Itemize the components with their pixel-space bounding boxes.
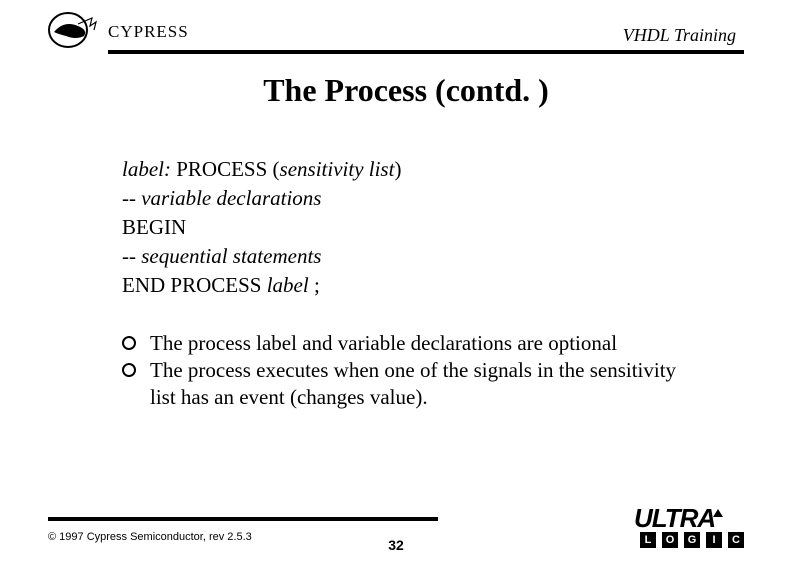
logic-letter: I [706, 532, 722, 548]
code-line-3: BEGIN [122, 213, 744, 242]
course-title: VHDL Training [623, 25, 736, 48]
bullet-icon [122, 363, 136, 377]
footer: © 1997 Cypress Semiconductor, rev 2.5.3 … [48, 517, 744, 548]
ultra-logo: ULTRA L O G I C [634, 507, 744, 548]
code-block: label: PROCESS (sensitivity list) -- var… [122, 155, 744, 300]
bullet-text: The process label and variable declarati… [150, 330, 704, 357]
ultra-word-text: ULTRA [634, 507, 715, 530]
code-sensitivity-italic: sensitivity list [280, 157, 395, 181]
code-text: ) [394, 157, 401, 181]
header: CYPRESS VHDL Training [48, 12, 744, 48]
code-text: PROCESS ( [171, 157, 280, 181]
cypress-brand-text: CYPRESS [108, 22, 189, 42]
code-line-1: label: PROCESS (sensitivity list) [122, 155, 744, 184]
bullet-text: The process executes when one of the sig… [150, 357, 704, 411]
logic-letter: C [728, 532, 744, 548]
slide-title: The Process (contd. ) [68, 72, 744, 109]
code-text: ; [309, 273, 320, 297]
logic-letter: L [640, 532, 656, 548]
logic-letter: G [684, 532, 700, 548]
footer-divider [48, 517, 438, 521]
ultra-text: ULTRA [634, 503, 715, 533]
cypress-logo: CYPRESS [48, 12, 189, 48]
copyright-text: © 1997 Cypress Semiconductor, rev 2.5.3 [48, 531, 252, 543]
triangle-icon [713, 509, 723, 517]
bullet-list: The process label and variable declarati… [122, 330, 704, 411]
cypress-mark-icon [48, 12, 106, 48]
code-label-italic: label: [122, 157, 171, 181]
logic-letters-row: L O G I C [640, 532, 744, 548]
list-item: The process label and variable declarati… [122, 330, 704, 357]
bullet-icon [122, 336, 136, 350]
code-line-5: END PROCESS label ; [122, 271, 744, 300]
code-line-2: -- variable declarations [122, 184, 744, 213]
header-divider [108, 50, 744, 54]
list-item: The process executes when one of the sig… [122, 357, 704, 411]
code-line-4: -- sequential statements [122, 242, 744, 271]
page-number: 32 [388, 537, 404, 553]
code-text: END PROCESS [122, 273, 267, 297]
code-label-end-italic: label [267, 273, 309, 297]
logic-letter: O [662, 532, 678, 548]
